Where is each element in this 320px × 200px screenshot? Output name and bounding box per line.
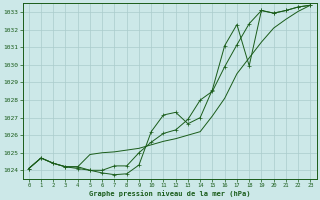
X-axis label: Graphe pression niveau de la mer (hPa): Graphe pression niveau de la mer (hPa) — [89, 190, 250, 197]
